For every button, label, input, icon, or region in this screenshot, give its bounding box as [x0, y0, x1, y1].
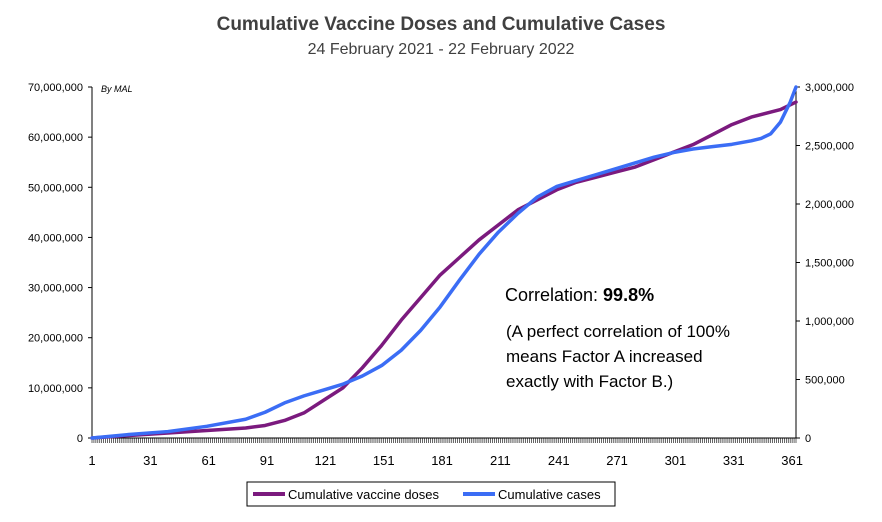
right-tick-label: 2,500,000: [805, 141, 854, 153]
left-tick-label: 30,000,000: [28, 283, 83, 295]
left-axis-ticks: 0 10,000,000 20,000,000 30,000,000 40,000,00…: [28, 82, 92, 445]
right-axis-ticks: 0 500,000 1,000,000 1,500,000 2,000,000 2,500…: [796, 82, 854, 445]
right-tick-label: 1,000,000: [805, 316, 854, 328]
right-tick-label: 0: [805, 433, 811, 445]
x-axis-ticks: 1 31 61 91 121 151 181 211 241 271 301 331 361: [88, 453, 803, 468]
x-tick-label: 1: [88, 453, 95, 468]
note-line-3: exactly with Factor B.): [506, 372, 673, 391]
left-tick-label: 0: [77, 433, 83, 445]
x-tick-label: 61: [201, 453, 215, 468]
left-tick-label: 10,000,000: [28, 383, 83, 395]
x-tick-label: 31: [143, 453, 157, 468]
left-tick-label: 20,000,000: [28, 333, 83, 345]
right-tick-label: 500,000: [805, 375, 845, 387]
x-tick-label: 271: [606, 453, 628, 468]
right-tick-label: 1,500,000: [805, 258, 854, 270]
legend: Cumulative vaccine doses Cumulative case…: [246, 481, 616, 507]
legend-label-vaccine: Cumulative vaccine doses: [288, 487, 440, 502]
x-tick-label: 331: [723, 453, 745, 468]
correlation-label: Correlation:: [505, 285, 603, 305]
series-lines: [90, 85, 798, 440]
x-tick-label: 241: [548, 453, 570, 468]
x-minor-ticks: [91, 438, 797, 443]
legend-label-cases: Cumulative cases: [498, 487, 601, 502]
plot-area: [91, 87, 797, 439]
left-tick-label: 50,000,000: [28, 182, 83, 194]
chart-subtitle: 24 February 2021 - 22 February 2022: [307, 41, 575, 58]
byline-text: By MAL: [101, 84, 133, 94]
x-tick-label: 211: [490, 453, 511, 468]
right-tick-label: 3,000,000: [805, 82, 854, 94]
x-tick-label: 181: [431, 453, 453, 468]
series-line-cases: [90, 85, 798, 440]
left-tick-label: 60,000,000: [28, 132, 83, 144]
x-tick-label: 151: [373, 453, 395, 468]
right-tick-label: 2,000,000: [805, 199, 854, 211]
note-line-1: (A perfect correlation of 100%: [506, 322, 730, 341]
x-tick-label: 121: [315, 453, 337, 468]
x-tick-label: 361: [781, 453, 803, 468]
left-tick-label: 40,000,000: [28, 232, 83, 244]
x-minor-tick-marks: [91, 438, 797, 443]
chart-title: Cumulative Vaccine Doses and Cumulative …: [216, 14, 666, 35]
note-line-2: means Factor A increased: [506, 347, 703, 366]
correlation-value: 99.8%: [603, 285, 654, 305]
x-tick-label: 91: [260, 453, 274, 468]
correlation-text: Correlation: 99.8%: [505, 285, 654, 305]
x-tick-label: 301: [665, 453, 687, 468]
series-line-vaccine-doses: [90, 100, 798, 440]
legend-box: [246, 481, 616, 507]
left-tick-label: 70,000,000: [28, 82, 83, 94]
